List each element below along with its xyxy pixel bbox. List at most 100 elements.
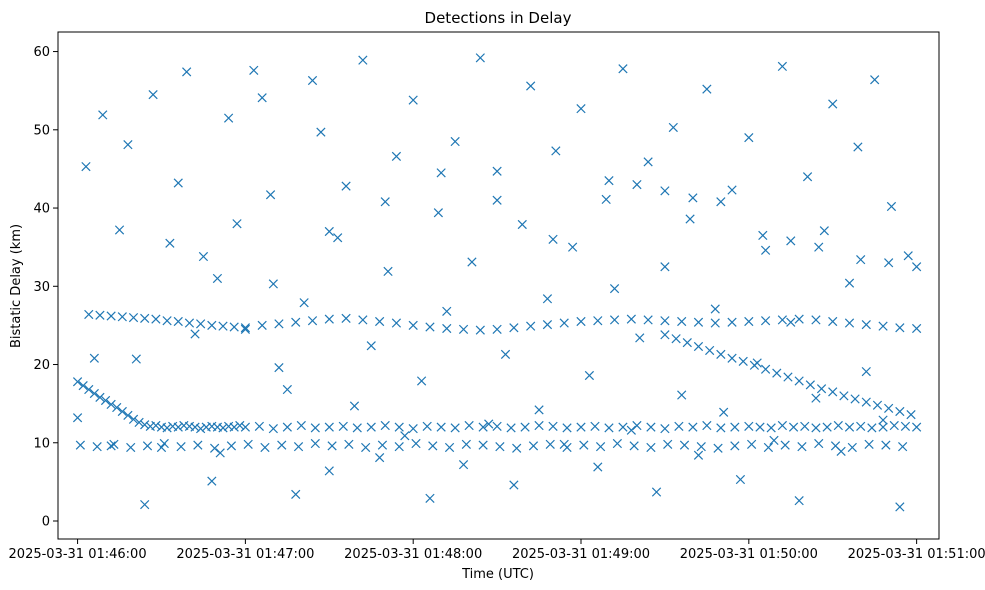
data-point — [828, 99, 838, 109]
data-point — [450, 136, 460, 147]
data-point — [467, 257, 477, 267]
data-point — [358, 55, 368, 65]
data-point — [727, 353, 737, 363]
data-point — [604, 423, 614, 433]
x-axis-label: Time (UTC) — [461, 567, 534, 582]
data-point — [595, 442, 606, 452]
data-point — [716, 349, 726, 359]
data-point — [425, 322, 435, 332]
data-point — [341, 313, 351, 323]
data-point — [646, 442, 656, 453]
data-point — [548, 421, 558, 431]
chart-title: Detections in Delay — [425, 9, 572, 27]
plot-area — [57, 31, 940, 540]
data-point — [257, 320, 267, 331]
data-point — [358, 315, 368, 325]
data-point — [878, 321, 888, 331]
data-point — [338, 421, 348, 431]
data-point — [870, 75, 880, 85]
data-point — [506, 423, 516, 433]
data-point — [895, 323, 905, 333]
data-point — [688, 193, 698, 203]
data-point — [484, 419, 494, 429]
data-point — [383, 266, 393, 277]
data-point — [218, 423, 228, 433]
data-point — [229, 422, 239, 432]
data-point — [651, 487, 662, 497]
data-point — [72, 377, 83, 387]
data-point — [265, 190, 276, 200]
data-point — [788, 422, 799, 432]
data-point — [895, 502, 905, 512]
data-point — [780, 440, 790, 450]
data-point — [528, 441, 539, 451]
data-point — [864, 439, 874, 449]
data-point — [366, 422, 376, 432]
y-tick-label: 50 — [33, 123, 50, 138]
data-point — [72, 413, 83, 423]
data-point — [601, 194, 611, 205]
x-tick-label: 2025-03-31 01:51:00 — [848, 547, 985, 562]
data-point — [783, 372, 793, 382]
data-point — [593, 316, 603, 326]
data-point — [534, 420, 544, 431]
data-point — [794, 376, 804, 386]
data-point — [243, 439, 253, 449]
data-point — [75, 440, 85, 450]
data-point — [912, 262, 922, 272]
data-point — [134, 417, 144, 428]
data-point — [562, 442, 572, 453]
data-point — [752, 358, 762, 368]
data-point — [98, 110, 108, 120]
data-point — [693, 450, 704, 460]
data-point — [229, 322, 239, 332]
data-point — [735, 474, 746, 485]
data-point — [352, 423, 362, 433]
data-point — [526, 321, 536, 331]
data-point — [207, 320, 217, 331]
data-point — [710, 304, 720, 314]
data-point — [755, 422, 765, 432]
data-point — [131, 354, 141, 364]
data-point — [548, 234, 558, 244]
data-point — [584, 370, 595, 381]
data-point — [159, 438, 169, 449]
data-point — [106, 399, 116, 410]
data-point — [786, 236, 796, 246]
data-point — [450, 423, 460, 433]
data-point — [618, 64, 628, 74]
data-point — [559, 318, 569, 328]
data-point — [117, 312, 127, 322]
data-point — [500, 349, 511, 359]
data-point — [727, 317, 737, 327]
data-point — [408, 95, 418, 105]
data-point — [618, 422, 628, 432]
data-point — [626, 425, 636, 435]
data-point — [162, 316, 172, 326]
data-point — [744, 421, 754, 431]
data-point — [805, 380, 815, 390]
data-point — [833, 420, 843, 431]
data-point — [458, 324, 469, 334]
data-point — [478, 422, 488, 432]
data-point — [428, 441, 438, 451]
data-point — [260, 442, 270, 453]
data-point — [84, 309, 94, 320]
data-point — [760, 245, 771, 255]
data-point — [223, 113, 234, 123]
data-point — [495, 442, 505, 452]
data-point — [282, 422, 292, 432]
data-point — [688, 422, 698, 432]
data-point — [128, 414, 139, 424]
data-point — [380, 197, 390, 207]
data-point — [867, 423, 877, 433]
data-point — [814, 242, 824, 252]
data-point — [579, 440, 589, 450]
data-point — [903, 251, 913, 261]
data-point — [758, 230, 768, 241]
data-point — [643, 157, 653, 167]
data-point — [889, 420, 899, 431]
data-point — [716, 197, 726, 207]
data-point — [777, 420, 788, 431]
